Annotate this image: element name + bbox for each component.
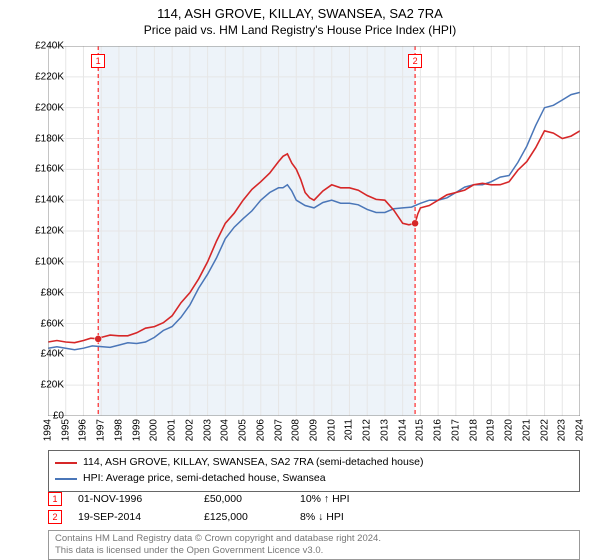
legend-row: HPI: Average price, semi-detached house,… bbox=[55, 471, 573, 487]
legend-row: 114, ASH GROVE, KILLAY, SWANSEA, SA2 7RA… bbox=[55, 455, 573, 471]
y-axis-label: £40K bbox=[24, 349, 64, 360]
sales-table: 1 01-NOV-1996 £50,000 10% ↑ HPI 2 19-SEP… bbox=[48, 490, 580, 526]
sale-index-box: 1 bbox=[48, 492, 62, 506]
y-axis-label: £80K bbox=[24, 287, 64, 298]
y-axis-label: £160K bbox=[24, 164, 64, 175]
attribution-line: Contains HM Land Registry data © Crown c… bbox=[55, 533, 573, 545]
legend-label: 114, ASH GROVE, KILLAY, SWANSEA, SA2 7RA… bbox=[83, 455, 423, 471]
x-axis-label: 2003 bbox=[202, 419, 213, 441]
x-axis-label: 1994 bbox=[43, 419, 54, 441]
sale-row: 2 19-SEP-2014 £125,000 8% ↓ HPI bbox=[48, 508, 580, 526]
chart-plot-area bbox=[48, 46, 580, 416]
x-axis-label: 2015 bbox=[415, 419, 426, 441]
sale-date: 01-NOV-1996 bbox=[78, 493, 188, 505]
sale-diff: 10% ↑ HPI bbox=[300, 493, 400, 505]
x-axis-label: 2023 bbox=[557, 419, 568, 441]
x-axis-label: 2020 bbox=[504, 419, 515, 441]
x-axis-label: 2000 bbox=[149, 419, 160, 441]
y-axis-label: £180K bbox=[24, 133, 64, 144]
x-axis-label: 2024 bbox=[575, 419, 586, 441]
y-axis-label: £100K bbox=[24, 256, 64, 267]
sale-marker-box: 2 bbox=[408, 54, 422, 68]
sale-marker-box: 1 bbox=[91, 54, 105, 68]
sale-index-box: 2 bbox=[48, 510, 62, 524]
x-axis-label: 2012 bbox=[362, 419, 373, 441]
x-axis-label: 1999 bbox=[131, 419, 142, 441]
x-axis-label: 2022 bbox=[539, 419, 550, 441]
x-axis-label: 2004 bbox=[220, 419, 231, 441]
x-axis-label: 2018 bbox=[468, 419, 479, 441]
x-axis-label: 2009 bbox=[309, 419, 320, 441]
x-axis-label: 2005 bbox=[238, 419, 249, 441]
x-axis-label: 1996 bbox=[78, 419, 89, 441]
x-axis-label: 1995 bbox=[60, 419, 71, 441]
y-axis-label: £60K bbox=[24, 318, 64, 329]
x-axis-label: 1997 bbox=[96, 419, 107, 441]
sale-row: 1 01-NOV-1996 £50,000 10% ↑ HPI bbox=[48, 490, 580, 508]
y-axis-label: £140K bbox=[24, 195, 64, 206]
x-axis-label: 2011 bbox=[344, 419, 355, 441]
chart-subtitle: Price paid vs. HM Land Registry's House … bbox=[0, 23, 600, 37]
chart-container: 114, ASH GROVE, KILLAY, SWANSEA, SA2 7RA… bbox=[0, 0, 600, 560]
sale-diff: 8% ↓ HPI bbox=[300, 511, 400, 523]
x-axis-label: 2017 bbox=[450, 419, 461, 441]
y-axis-label: £20K bbox=[24, 380, 64, 391]
sale-price: £50,000 bbox=[204, 493, 284, 505]
x-axis-label: 2006 bbox=[255, 419, 266, 441]
legend-label: HPI: Average price, semi-detached house,… bbox=[83, 471, 326, 487]
legend-swatch bbox=[55, 462, 77, 464]
y-axis-label: £120K bbox=[24, 226, 64, 237]
y-axis-label: £220K bbox=[24, 71, 64, 82]
y-axis-label: £200K bbox=[24, 102, 64, 113]
chart-svg bbox=[48, 46, 580, 416]
x-axis-label: 2008 bbox=[291, 419, 302, 441]
x-axis-label: 2001 bbox=[167, 419, 178, 441]
x-axis-label: 2013 bbox=[379, 419, 390, 441]
sale-price: £125,000 bbox=[204, 511, 284, 523]
y-axis-label: £240K bbox=[24, 41, 64, 52]
x-axis-label: 2019 bbox=[486, 419, 497, 441]
x-axis-label: 2007 bbox=[273, 419, 284, 441]
legend: 114, ASH GROVE, KILLAY, SWANSEA, SA2 7RA… bbox=[48, 450, 580, 492]
x-axis-label: 2021 bbox=[521, 419, 532, 441]
legend-swatch bbox=[55, 478, 77, 480]
x-axis-label: 2014 bbox=[397, 419, 408, 441]
x-axis-label: 2010 bbox=[326, 419, 337, 441]
sale-date: 19-SEP-2014 bbox=[78, 511, 188, 523]
attribution-line: This data is licensed under the Open Gov… bbox=[55, 545, 573, 557]
x-axis-label: 2002 bbox=[184, 419, 195, 441]
attribution: Contains HM Land Registry data © Crown c… bbox=[48, 530, 580, 560]
x-axis-label: 2016 bbox=[433, 419, 444, 441]
x-axis-label: 1998 bbox=[113, 419, 124, 441]
chart-title: 114, ASH GROVE, KILLAY, SWANSEA, SA2 7RA bbox=[0, 0, 600, 23]
